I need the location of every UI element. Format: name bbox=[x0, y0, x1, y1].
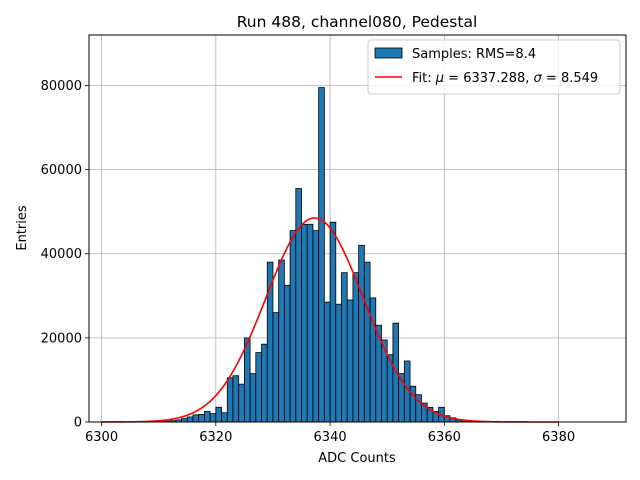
histogram-bar bbox=[192, 414, 200, 423]
x-tick-label: 6320 bbox=[199, 430, 232, 445]
histogram-bar bbox=[261, 343, 268, 423]
x-axis-label: ADC Counts bbox=[318, 451, 396, 466]
histogram-bar bbox=[335, 303, 342, 423]
y-tick-label: 60000 bbox=[41, 163, 82, 178]
chart-title: Run 488, channel080, Pedestal bbox=[237, 13, 478, 31]
histogram-bar bbox=[226, 377, 234, 423]
histogram-bar bbox=[209, 413, 217, 423]
histogram-bar bbox=[329, 221, 337, 423]
legend-label-samples: Samples: RMS=8.4 bbox=[412, 47, 536, 62]
histogram-bar bbox=[272, 312, 280, 423]
plot-frame bbox=[88, 34, 627, 423]
histogram-bar bbox=[301, 223, 308, 423]
legend-label-fit: Fit: μ = 6337.288, σ = 8.549 bbox=[412, 71, 598, 86]
histogram-bar bbox=[358, 244, 365, 423]
legend-box bbox=[367, 39, 621, 95]
histogram-bar bbox=[249, 373, 257, 423]
axis-ticks: 6300 6320 6340 6360 6380 0 20000 40000 60000 8000… bbox=[41, 79, 575, 445]
histogram-bar bbox=[232, 375, 240, 423]
x-tick-label: 6360 bbox=[428, 430, 461, 445]
histogram-bar bbox=[289, 230, 297, 423]
y-tick-label: 0 bbox=[74, 416, 82, 431]
histogram-bar bbox=[215, 406, 222, 423]
y-tick-label: 40000 bbox=[41, 247, 82, 262]
histogram-bar bbox=[323, 301, 331, 423]
fit-curve bbox=[101, 217, 559, 423]
histogram-bar bbox=[203, 411, 211, 423]
histogram-bar bbox=[341, 272, 348, 423]
histogram-bar bbox=[181, 418, 188, 423]
legend-swatch-samples bbox=[374, 47, 403, 59]
histogram-bar bbox=[255, 352, 262, 423]
histogram-bar bbox=[243, 337, 251, 423]
histogram-bar bbox=[198, 414, 205, 423]
histogram-bar bbox=[312, 230, 320, 423]
y-axis-label: Entries bbox=[15, 205, 30, 251]
y-tick-label: 80000 bbox=[41, 79, 82, 94]
histogram-bar bbox=[318, 87, 325, 423]
histogram-bar bbox=[346, 299, 354, 423]
x-tick-label: 6340 bbox=[314, 430, 347, 445]
histogram-bar bbox=[363, 261, 371, 423]
histogram-bar bbox=[295, 188, 302, 423]
histogram-bar bbox=[283, 284, 291, 423]
histogram-bar bbox=[238, 383, 245, 423]
histogram-bar bbox=[221, 412, 228, 423]
histogram-bar bbox=[306, 223, 314, 423]
legend: Samples: RMS=8.4 Fit: μ = 6337.288, σ = … bbox=[367, 39, 621, 95]
x-tick-label: 6380 bbox=[542, 430, 575, 445]
histogram-bar bbox=[186, 416, 194, 423]
histogram-bar bbox=[392, 322, 400, 423]
histogram-bar bbox=[352, 272, 360, 423]
y-tick-label: 20000 bbox=[41, 331, 82, 346]
x-tick-label: 6300 bbox=[85, 430, 118, 445]
histogram-bar bbox=[278, 259, 285, 423]
